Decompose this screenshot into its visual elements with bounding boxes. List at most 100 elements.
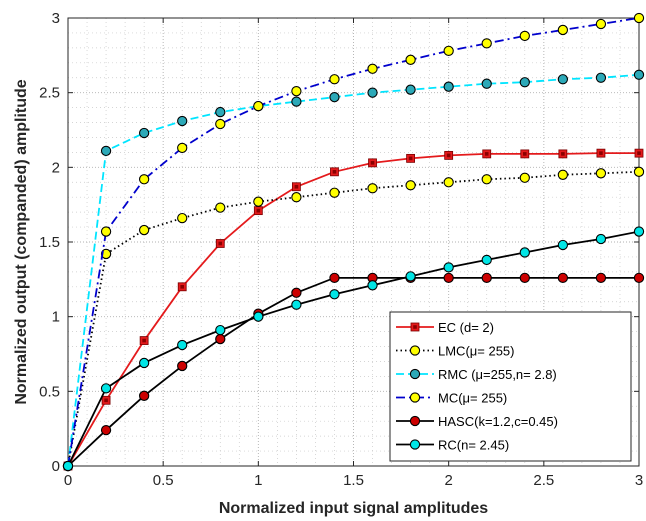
- y-tick-label: 2.5: [39, 85, 60, 102]
- y-tick-label: 1: [52, 309, 60, 326]
- legend-marker: [409, 345, 421, 356]
- legend: EC (d= 2) LMC(μ= 255) RMC (μ=255,n= 2.8) MC…: [389, 311, 632, 462]
- data-point: [100, 226, 112, 237]
- data-point: [595, 168, 607, 179]
- data-point: [519, 30, 530, 42]
- series-3: [62, 12, 645, 472]
- data-point: [405, 84, 416, 95]
- data-point: [557, 24, 569, 36]
- data-point: [519, 77, 530, 88]
- data-point: [557, 169, 569, 180]
- data-point-center: [446, 153, 451, 158]
- x-tick-label: 2.5: [533, 472, 554, 489]
- series-group: [62, 12, 645, 472]
- series-line: [67, 17, 640, 467]
- data-point: [177, 115, 188, 127]
- data-point: [62, 460, 74, 472]
- x-tick-label: 0: [64, 472, 72, 489]
- legend-label: RMC (μ=255,n= 2.8): [438, 367, 557, 382]
- data-point: [633, 272, 645, 283]
- data-point: [329, 289, 340, 300]
- data-point-center: [561, 152, 565, 156]
- y-tick-label: 3: [52, 10, 60, 27]
- data-point: [177, 339, 188, 351]
- data-point-center: [294, 184, 299, 189]
- x-axis-label: Normalized input signal amplitudes: [219, 500, 488, 517]
- data-point: [291, 192, 302, 203]
- data-point: [177, 142, 188, 154]
- data-point: [481, 174, 492, 185]
- data-point: [177, 212, 188, 224]
- data-point: [138, 174, 150, 185]
- data-point-center: [218, 241, 223, 246]
- data-point: [443, 45, 454, 57]
- series-line: [67, 73, 640, 467]
- x-tick-label: 2: [444, 472, 452, 489]
- data-point-center: [484, 152, 489, 156]
- legend-marker: [409, 415, 421, 427]
- data-point: [329, 74, 340, 85]
- legend-label: LMC(μ= 255): [438, 344, 515, 359]
- data-point-center: [599, 151, 603, 155]
- data-point: [443, 177, 454, 188]
- data-point: [177, 360, 188, 372]
- y-axis-label: Normalized output (companded) amplitude: [13, 79, 30, 404]
- data-point: [253, 196, 264, 207]
- data-point: [519, 247, 530, 258]
- data-point: [633, 69, 645, 80]
- data-point: [138, 390, 150, 401]
- data-point: [253, 311, 264, 322]
- data-point-center: [142, 338, 146, 343]
- data-point: [519, 272, 530, 283]
- data-point: [595, 72, 607, 83]
- data-point: [519, 172, 530, 183]
- data-point: [138, 224, 150, 236]
- legend-label: MC(μ= 255): [438, 391, 507, 406]
- data-point: [100, 248, 112, 260]
- data-point: [367, 63, 378, 74]
- legend-label: HASC(k=1.2,c=0.45): [438, 414, 558, 429]
- series-line: [67, 276, 639, 467]
- legend-marker-center: [413, 325, 417, 329]
- data-point: [557, 74, 569, 85]
- series-1: [62, 166, 645, 472]
- data-point: [138, 127, 150, 139]
- data-point: [405, 271, 416, 282]
- data-point-center: [332, 170, 337, 174]
- data-point-center: [180, 285, 184, 289]
- data-point-center: [104, 398, 108, 403]
- data-point: [405, 54, 416, 65]
- legend-box: [389, 311, 632, 462]
- data-point: [367, 87, 378, 98]
- data-point: [557, 272, 569, 283]
- data-point: [557, 239, 569, 251]
- data-point: [215, 333, 226, 345]
- series-line: [67, 170, 640, 467]
- data-point-center: [370, 161, 375, 165]
- data-point: [253, 100, 264, 112]
- data-point: [405, 180, 416, 191]
- data-point: [291, 96, 302, 107]
- legend-label: EC (d= 2): [438, 320, 494, 335]
- x-tick-label: 3: [635, 472, 643, 489]
- data-point-center: [408, 156, 413, 161]
- legend-marker: [409, 392, 421, 403]
- legend-label: RC(n= 2.45): [438, 438, 509, 453]
- data-point: [291, 287, 302, 298]
- data-point-center: [523, 152, 527, 156]
- data-point: [633, 226, 645, 237]
- y-tick-label: 2: [52, 159, 60, 176]
- tick-marks: 0 0.5 1 1.5 2 2.5 3 0 0.5 1 1.5 2 2.5 3: [39, 10, 643, 489]
- data-point: [595, 18, 607, 30]
- legend-marker: [409, 439, 421, 450]
- data-point: [367, 183, 378, 194]
- data-point: [595, 233, 607, 245]
- data-point: [215, 202, 226, 213]
- data-point: [329, 187, 340, 198]
- data-point: [481, 38, 492, 49]
- series-line: [67, 230, 640, 467]
- data-point: [215, 106, 226, 118]
- data-point: [329, 272, 340, 283]
- data-point-center: [256, 208, 261, 213]
